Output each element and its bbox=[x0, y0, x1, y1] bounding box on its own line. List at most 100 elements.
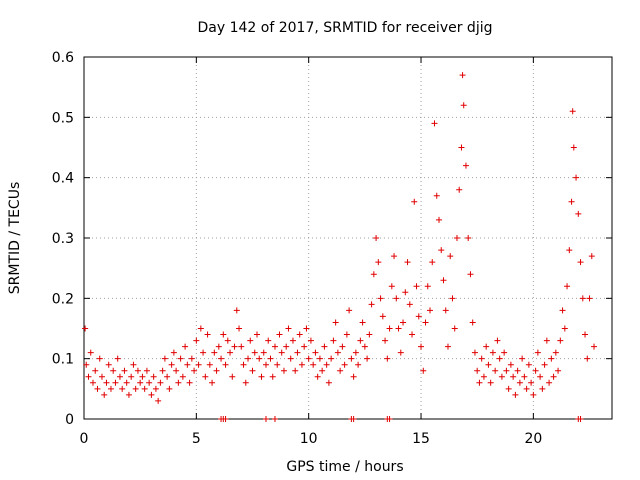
data-point bbox=[148, 391, 155, 398]
x-tick-label: 20 bbox=[524, 431, 542, 447]
data-point bbox=[139, 373, 146, 380]
data-point bbox=[292, 367, 299, 374]
data-point bbox=[271, 343, 278, 350]
data-point bbox=[339, 343, 346, 350]
data-point bbox=[402, 289, 409, 296]
data-point bbox=[195, 361, 202, 368]
data-point bbox=[242, 379, 249, 386]
data-point bbox=[220, 331, 227, 338]
data-point bbox=[321, 343, 328, 350]
data-point bbox=[586, 295, 593, 302]
data-point bbox=[209, 379, 216, 386]
data-point bbox=[173, 367, 180, 374]
data-point bbox=[294, 349, 301, 356]
data-points bbox=[82, 72, 598, 422]
data-point bbox=[465, 235, 472, 241]
data-point bbox=[469, 319, 476, 326]
data-point bbox=[379, 313, 386, 320]
data-point bbox=[328, 355, 335, 362]
data-point bbox=[355, 361, 362, 368]
baseline-marker bbox=[271, 416, 278, 422]
data-point bbox=[85, 373, 92, 380]
data-point bbox=[564, 283, 571, 290]
data-point bbox=[384, 355, 391, 362]
data-point bbox=[510, 373, 517, 380]
data-point bbox=[575, 210, 582, 217]
data-point bbox=[301, 343, 308, 350]
data-point bbox=[343, 331, 350, 338]
y-tick-label: 0.4 bbox=[52, 171, 74, 187]
data-point bbox=[444, 343, 451, 350]
chart-title: Day 142 of 2017, SRMTID for receiver dji… bbox=[198, 20, 493, 36]
y-tick-label: 0.5 bbox=[52, 110, 74, 126]
data-point bbox=[337, 367, 344, 374]
data-point bbox=[150, 373, 157, 380]
data-point bbox=[161, 355, 168, 362]
data-point bbox=[514, 367, 521, 374]
data-point bbox=[397, 349, 404, 356]
data-point bbox=[350, 373, 357, 380]
data-point bbox=[330, 337, 337, 344]
data-point bbox=[325, 379, 332, 386]
data-point bbox=[561, 325, 568, 332]
data-point bbox=[191, 367, 198, 374]
data-point bbox=[530, 391, 537, 398]
data-point bbox=[521, 373, 528, 380]
data-point bbox=[166, 385, 173, 392]
data-point bbox=[188, 355, 195, 362]
data-point bbox=[107, 385, 114, 392]
data-point bbox=[377, 295, 384, 302]
data-point bbox=[218, 355, 225, 362]
data-point bbox=[287, 355, 294, 362]
baseline-marker bbox=[262, 416, 269, 422]
data-point bbox=[236, 325, 243, 332]
data-point bbox=[305, 355, 312, 362]
data-point bbox=[152, 385, 159, 392]
data-point bbox=[298, 361, 305, 368]
data-point bbox=[157, 379, 164, 386]
data-point bbox=[375, 259, 382, 266]
data-point bbox=[307, 337, 314, 344]
data-point bbox=[548, 355, 555, 362]
grid-lines bbox=[84, 57, 612, 419]
data-point bbox=[492, 367, 499, 374]
data-point bbox=[112, 379, 119, 386]
x-tick-label: 0 bbox=[80, 431, 89, 447]
data-point bbox=[476, 379, 483, 386]
data-point bbox=[267, 355, 274, 362]
data-point bbox=[240, 361, 247, 368]
data-point bbox=[119, 385, 126, 392]
x-axis-label: GPS time / hours bbox=[286, 459, 403, 475]
data-point bbox=[262, 361, 269, 368]
data-point bbox=[184, 361, 191, 368]
data-point bbox=[591, 343, 598, 350]
data-point bbox=[582, 331, 589, 338]
data-point bbox=[89, 379, 96, 386]
data-point bbox=[141, 385, 148, 392]
data-point bbox=[103, 379, 110, 386]
data-point bbox=[532, 367, 539, 374]
data-point bbox=[274, 361, 281, 368]
data-point bbox=[516, 379, 523, 386]
data-point bbox=[310, 361, 317, 368]
data-point bbox=[409, 331, 416, 338]
data-point bbox=[400, 319, 407, 326]
data-point bbox=[420, 367, 427, 374]
data-point bbox=[101, 391, 108, 398]
data-point bbox=[83, 361, 90, 368]
data-point bbox=[251, 349, 258, 356]
data-point bbox=[125, 391, 132, 398]
data-point bbox=[182, 343, 189, 350]
data-point bbox=[498, 373, 505, 380]
data-point bbox=[366, 331, 373, 338]
data-point bbox=[200, 349, 207, 356]
data-point bbox=[512, 391, 519, 398]
data-point bbox=[132, 385, 139, 392]
axis-ticks: 0 5 10 15 20 0 0.1 0.2 0.3 0.4 0.5 0.6 bbox=[52, 50, 612, 447]
data-point bbox=[541, 361, 548, 368]
y-tick-label: 0 bbox=[65, 412, 74, 428]
data-point bbox=[177, 355, 184, 362]
data-point bbox=[579, 295, 586, 302]
data-point bbox=[584, 355, 591, 362]
data-point bbox=[368, 301, 375, 308]
